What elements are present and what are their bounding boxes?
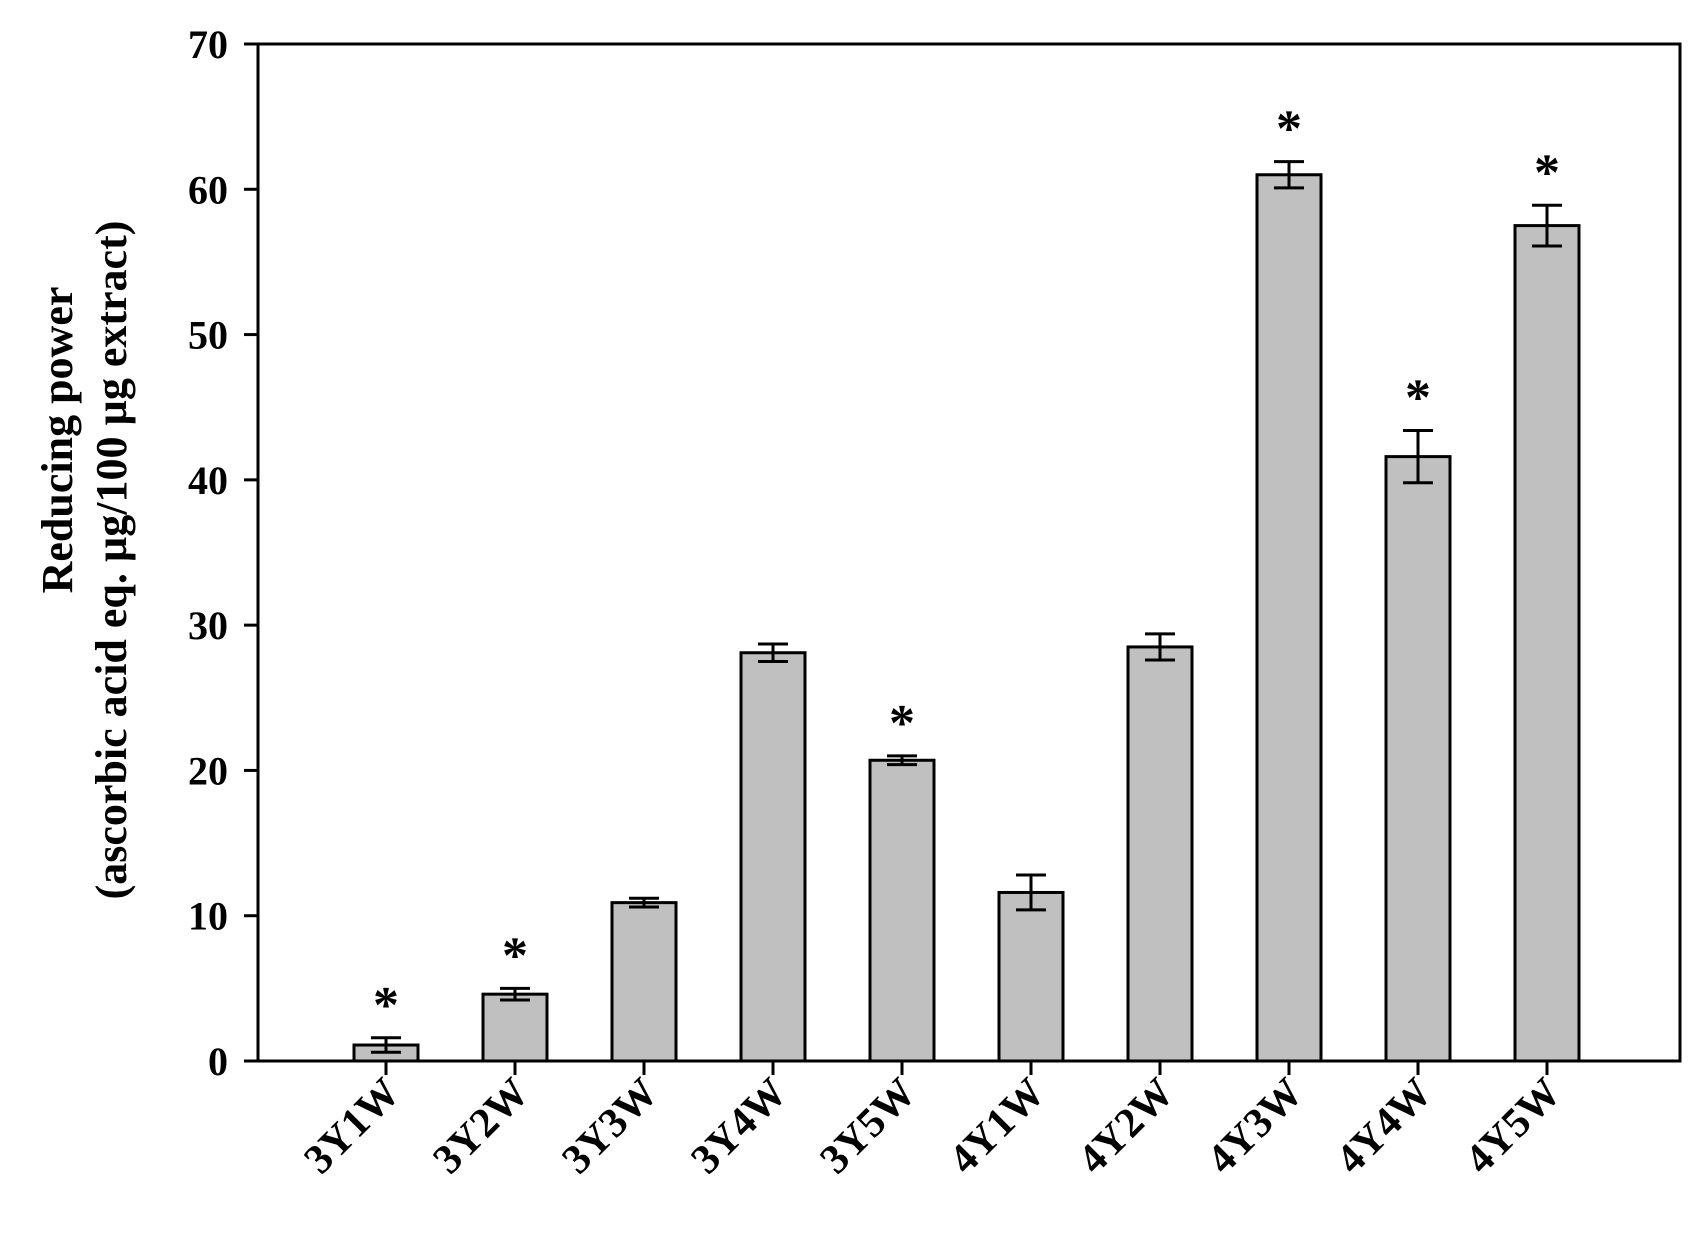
y-tick-label: 40 bbox=[188, 458, 228, 503]
x-tick-label: 3Y1W bbox=[296, 1070, 409, 1183]
significance-marker: * bbox=[1534, 144, 1560, 201]
y-axis-label-line1: Reducing power bbox=[33, 287, 82, 594]
x-tick-label: 4Y3W bbox=[1199, 1070, 1312, 1183]
x-tick-label: 3Y3W bbox=[554, 1070, 667, 1183]
x-tick-label: 4Y4W bbox=[1328, 1070, 1441, 1183]
y-tick-label: 20 bbox=[188, 748, 228, 793]
y-tick-label: 50 bbox=[188, 313, 228, 358]
significance-marker: * bbox=[889, 695, 915, 752]
bar bbox=[997, 890, 1065, 1063]
bar bbox=[1513, 224, 1581, 1063]
x-tick-label: 4Y2W bbox=[1070, 1070, 1183, 1183]
x-tick-label: 3Y5W bbox=[812, 1070, 925, 1183]
y-tick-label: 60 bbox=[188, 167, 228, 212]
significance-marker: * bbox=[502, 927, 528, 984]
bar bbox=[1255, 173, 1323, 1063]
bar bbox=[481, 992, 549, 1063]
y-tick-label: 70 bbox=[188, 22, 228, 67]
bar bbox=[1126, 645, 1194, 1063]
significance-marker: * bbox=[373, 977, 399, 1034]
y-tick-label: 30 bbox=[188, 603, 228, 648]
bar bbox=[1384, 455, 1452, 1063]
x-tick-label: 3Y2W bbox=[425, 1070, 538, 1183]
bar bbox=[610, 901, 678, 1063]
y-axis-label-line2: (ascorbic acid eq. µg/100 µg extract) bbox=[87, 221, 136, 900]
x-tick-label: 3Y4W bbox=[683, 1070, 796, 1183]
bar bbox=[868, 758, 936, 1063]
plot-frame bbox=[256, 42, 1682, 1063]
y-tick-label: 10 bbox=[188, 894, 228, 939]
y-axis-label: Reducing power (ascorbic acid eq. µg/100… bbox=[33, 221, 136, 900]
bar bbox=[739, 651, 807, 1063]
significance-marker: * bbox=[1276, 101, 1302, 158]
y-tick-label: 0 bbox=[208, 1039, 228, 1084]
x-tick-label: 4Y5W bbox=[1457, 1070, 1570, 1183]
significance-marker: * bbox=[1405, 369, 1431, 426]
x-tick-label: 4Y1W bbox=[941, 1070, 1054, 1183]
